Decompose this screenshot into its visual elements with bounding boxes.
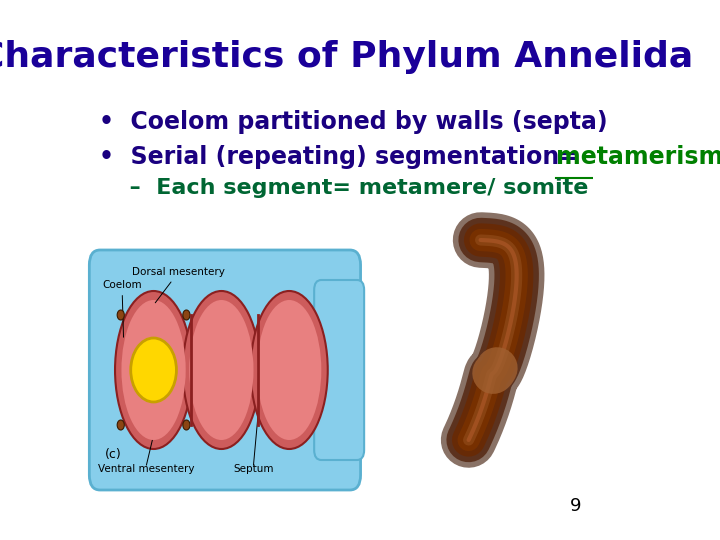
Circle shape xyxy=(117,310,125,320)
Text: metamerism: metamerism xyxy=(556,145,720,169)
Text: Coelom: Coelom xyxy=(102,280,142,337)
Ellipse shape xyxy=(183,291,260,449)
Text: –  Each segment= metamere/ somite: – Each segment= metamere/ somite xyxy=(114,178,589,198)
FancyBboxPatch shape xyxy=(314,280,364,460)
Ellipse shape xyxy=(257,300,321,440)
Text: •  Coelom partitioned by walls (septa): • Coelom partitioned by walls (septa) xyxy=(99,110,607,134)
Text: Septum: Septum xyxy=(233,464,274,474)
Ellipse shape xyxy=(251,291,328,449)
Ellipse shape xyxy=(189,300,253,440)
Text: Characteristics of Phylum Annelida: Characteristics of Phylum Annelida xyxy=(0,40,693,74)
Text: (c): (c) xyxy=(105,448,122,461)
Text: Dorsal mesentery: Dorsal mesentery xyxy=(132,267,225,303)
Text: 9: 9 xyxy=(570,497,582,515)
Circle shape xyxy=(131,338,176,402)
Circle shape xyxy=(183,310,190,320)
Circle shape xyxy=(117,420,125,430)
Text: •  Serial (repeating) segmentation=: • Serial (repeating) segmentation= xyxy=(99,145,595,169)
FancyBboxPatch shape xyxy=(89,250,361,490)
Ellipse shape xyxy=(115,291,192,449)
Text: Ventral mesentery: Ventral mesentery xyxy=(98,464,194,474)
Ellipse shape xyxy=(122,300,186,440)
Circle shape xyxy=(183,420,190,430)
